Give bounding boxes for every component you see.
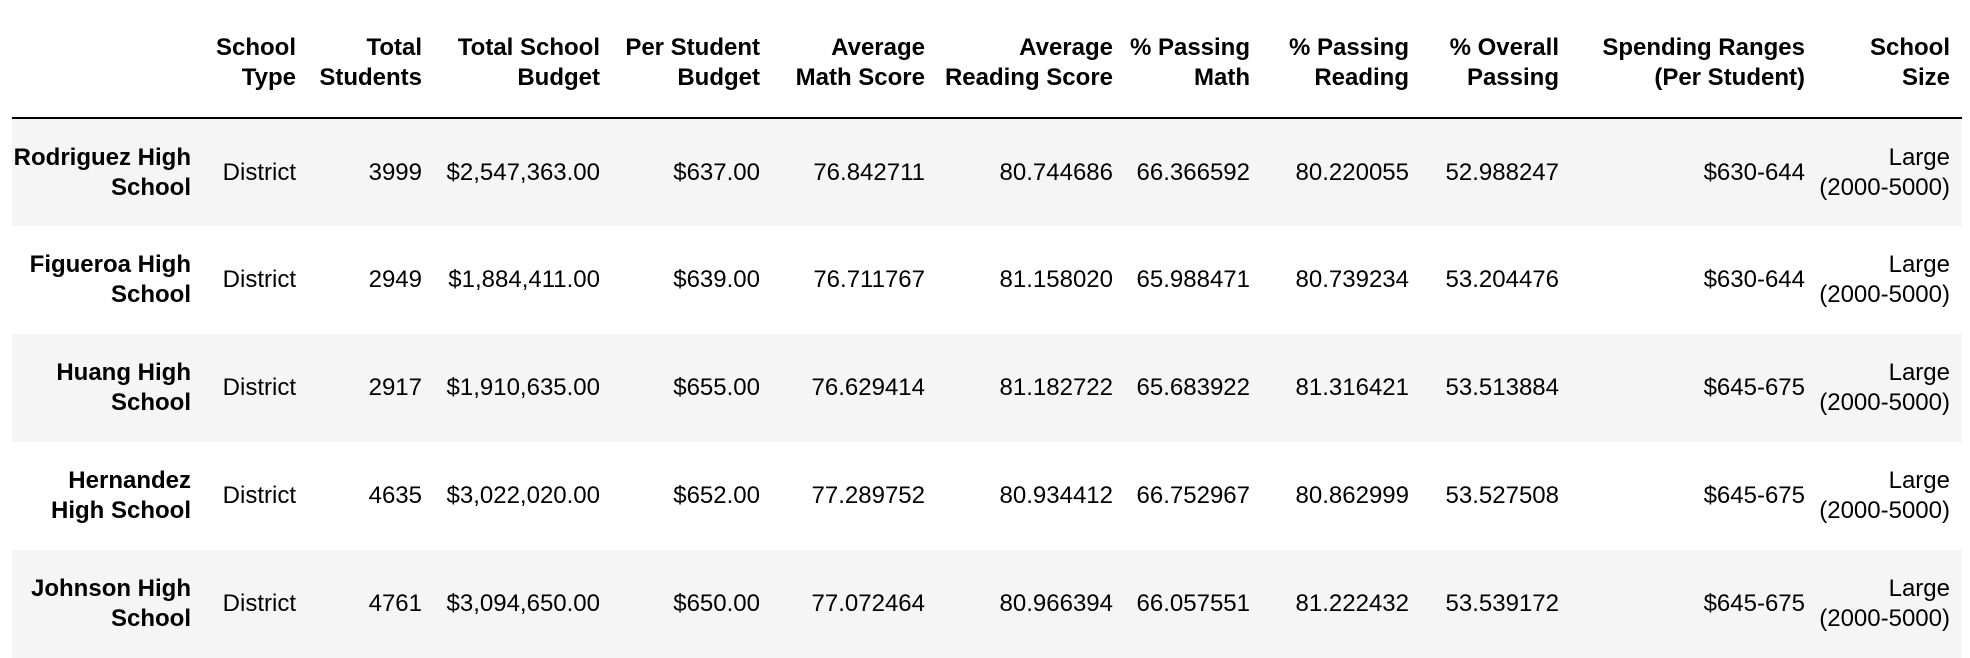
school-type-cell: District: [222, 158, 296, 186]
table-body: Rodriguez High School District 3999 $2,5…: [12, 118, 1962, 658]
school-type-cell: District: [222, 374, 296, 401]
average-reading-cell: 80.966394: [999, 590, 1113, 617]
school-name-cell: Figueroa High School: [29, 251, 191, 308]
total-budget-cell: $1,910,635.00: [446, 374, 600, 401]
school-size-cell: Large (2000-5000): [1819, 143, 1950, 201]
column-header-percent-passing-reading: % Passing Reading: [1288, 34, 1409, 91]
average-reading-cell: 81.182722: [999, 374, 1113, 401]
school-name-cell: Johnson High School: [31, 575, 191, 632]
passing-math-cell: 65.683922: [1136, 374, 1250, 401]
average-reading-cell: 81.158020: [999, 266, 1113, 293]
total-budget-cell: $2,547,363.00: [446, 158, 600, 186]
passing-reading-cell: 80.862999: [1295, 482, 1409, 509]
total-budget-cell: $1,884,411.00: [448, 266, 600, 293]
school-summary-table: School Type Total Students Total School …: [12, 0, 1962, 658]
total-students-cell: 2949: [368, 266, 422, 293]
average-math-cell: 77.289752: [811, 482, 925, 509]
table-header: School Type Total Students Total School …: [12, 0, 1962, 118]
per-student-budget-cell: $639.00: [673, 266, 760, 293]
overall-passing-cell: 52.988247: [1445, 158, 1559, 186]
passing-reading-cell: 81.316421: [1295, 374, 1409, 401]
column-header-school-size: School Size: [1869, 34, 1950, 91]
column-header-total-students: Total Students: [319, 34, 422, 91]
average-reading-cell: 80.934412: [999, 482, 1113, 509]
average-reading-cell: 80.744686: [999, 158, 1113, 186]
spending-range-cell: $645-675: [1703, 482, 1805, 509]
total-students-cell: 4635: [368, 482, 422, 509]
dataframe-output: School Type Total Students Total School …: [12, 0, 1962, 658]
per-student-budget-cell: $637.00: [673, 158, 760, 186]
total-students-cell: 3999: [368, 158, 422, 186]
overall-passing-cell: 53.513884: [1445, 374, 1559, 401]
spending-range-cell: $630-644: [1703, 158, 1805, 186]
passing-math-cell: 65.988471: [1136, 266, 1250, 293]
table-row: Johnson High School District 4761 $3,094…: [12, 550, 1962, 658]
table-row: Hernandez High School District 4635 $3,0…: [12, 442, 1962, 550]
passing-math-cell: 66.752967: [1136, 482, 1250, 509]
overall-passing-cell: 53.539172: [1445, 590, 1559, 617]
column-header-percent-overall-passing: % Overall Passing: [1449, 34, 1559, 91]
column-header-total-school-budget: Total School Budget: [457, 34, 600, 91]
per-student-budget-cell: $652.00: [673, 482, 760, 509]
average-math-cell: 77.072464: [811, 590, 925, 617]
total-students-cell: 2917: [368, 374, 422, 401]
per-student-budget-cell: $655.00: [673, 374, 760, 401]
total-budget-cell: $3,094,650.00: [446, 590, 600, 617]
passing-reading-cell: 81.222432: [1295, 590, 1409, 617]
spending-range-cell: $645-675: [1703, 374, 1805, 401]
column-header-percent-passing-math: % Passing Math: [1129, 34, 1250, 91]
table-row: Huang High School District 2917 $1,910,6…: [12, 334, 1962, 442]
spending-range-cell: $630-644: [1703, 266, 1805, 293]
school-type-cell: District: [222, 482, 296, 509]
overall-passing-cell: 53.204476: [1445, 266, 1559, 293]
school-type-cell: District: [222, 266, 296, 293]
school-name-cell: Rodriguez High School: [13, 143, 191, 201]
school-size-cell: Large (2000-5000): [1819, 467, 1950, 524]
per-student-budget-cell: $650.00: [673, 590, 760, 617]
total-budget-cell: $3,022,020.00: [446, 482, 600, 509]
passing-reading-cell: 80.220055: [1295, 158, 1409, 186]
school-name-cell: Hernandez High School: [51, 467, 191, 524]
table-row: Rodriguez High School District 3999 $2,5…: [12, 118, 1962, 226]
spending-range-cell: $645-675: [1703, 590, 1805, 617]
passing-math-cell: 66.366592: [1136, 158, 1250, 186]
column-header-per-student-budget: Per Student Budget: [625, 34, 760, 91]
total-students-cell: 4761: [368, 590, 422, 617]
table-row: Figueroa High School District 2949 $1,88…: [12, 226, 1962, 334]
header-row: School Type Total Students Total School …: [12, 0, 1962, 118]
average-math-cell: 76.842711: [813, 158, 925, 186]
overall-passing-cell: 53.527508: [1445, 482, 1559, 509]
average-math-cell: 76.711767: [813, 266, 925, 293]
school-type-cell: District: [222, 590, 296, 617]
column-header-average-math-score: Average Math Score: [795, 34, 925, 91]
school-size-cell: Large (2000-5000): [1819, 359, 1950, 416]
column-header-spending-ranges: Spending Ranges (Per Student): [1602, 34, 1805, 91]
column-header-index: [12, 0, 203, 118]
passing-reading-cell: 80.739234: [1295, 266, 1409, 293]
school-size-cell: Large (2000-5000): [1819, 251, 1950, 308]
column-header-average-reading-score: Average Reading Score: [944, 34, 1113, 91]
school-name-cell: Huang High School: [56, 359, 191, 416]
school-size-cell: Large (2000-5000): [1819, 575, 1950, 632]
column-header-school-type: School Type: [215, 34, 296, 91]
passing-math-cell: 66.057551: [1136, 590, 1250, 617]
average-math-cell: 76.629414: [811, 374, 925, 401]
